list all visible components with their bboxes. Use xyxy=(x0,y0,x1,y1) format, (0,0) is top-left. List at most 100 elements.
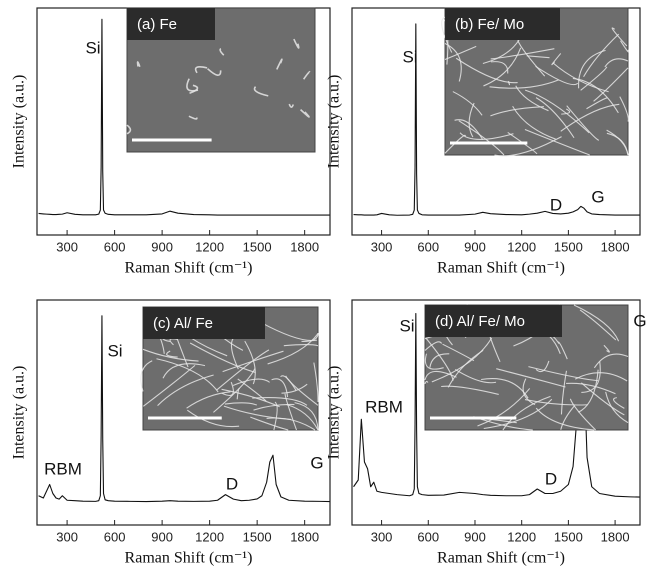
nanotube xyxy=(222,350,284,373)
nanotube xyxy=(619,96,629,122)
y-axis-label: Intensity (a.u.) xyxy=(326,75,343,169)
x-tick-label: 1200 xyxy=(195,529,224,544)
nanotube xyxy=(574,372,628,382)
nanotube xyxy=(424,353,444,370)
nanotube xyxy=(276,58,283,70)
nanotube xyxy=(490,106,544,117)
nanotube xyxy=(431,337,493,383)
nanotube xyxy=(261,322,318,342)
nanotube xyxy=(189,84,199,95)
x-tick-label: 900 xyxy=(464,529,486,544)
nanotube xyxy=(441,16,453,53)
nanotube xyxy=(578,369,599,413)
inset-label: (d) Al/ Fe/ Mo xyxy=(435,313,525,330)
peak-annotation: G xyxy=(633,311,646,330)
nanotube xyxy=(250,416,289,431)
nanotube xyxy=(477,388,531,427)
x-tick-label: 1500 xyxy=(554,239,583,254)
nanotube xyxy=(140,360,153,392)
peak-annotation: Si xyxy=(107,341,122,360)
nanotube xyxy=(535,360,550,373)
peak-annotation: G xyxy=(310,453,323,472)
nanotube xyxy=(580,382,625,416)
nanotube xyxy=(186,391,231,409)
nanotube xyxy=(458,120,505,156)
nanotube xyxy=(593,67,629,102)
peak-annotation: RBM xyxy=(44,459,82,478)
nanotube xyxy=(560,370,568,415)
nanotube xyxy=(468,102,475,138)
nanotube xyxy=(535,65,579,86)
nanotube xyxy=(283,344,319,347)
nanotube xyxy=(294,402,319,431)
nanotube xyxy=(606,129,629,156)
nanotube xyxy=(524,399,588,406)
nanotube xyxy=(213,368,256,413)
nanotube xyxy=(566,382,616,395)
y-axis-label: Intensity (a.u.) xyxy=(326,366,343,460)
nanotube xyxy=(126,124,132,135)
nanotube xyxy=(293,38,300,49)
nanotube xyxy=(560,405,575,430)
nanotube xyxy=(237,378,267,402)
nanotube xyxy=(156,358,219,393)
nanotube xyxy=(186,78,199,92)
x-tick-label: 1200 xyxy=(507,529,536,544)
nanotube xyxy=(142,364,196,407)
x-tick-label: 1500 xyxy=(554,529,583,544)
nanotube xyxy=(176,338,189,368)
nanotube xyxy=(603,344,610,353)
x-tick-label: 1800 xyxy=(601,529,630,544)
x-tick-label: 900 xyxy=(464,239,486,254)
inset-label: (b) Fe/ Mo xyxy=(455,16,524,33)
nanotube xyxy=(188,115,198,120)
nanotube xyxy=(481,378,529,399)
nanotube xyxy=(605,391,629,424)
nanotube xyxy=(620,40,630,53)
nanotube xyxy=(162,363,206,379)
y-axis-label: Intensity (a.u.) xyxy=(11,75,28,169)
nanotube xyxy=(613,397,625,409)
nanotube xyxy=(271,378,289,398)
spectrum-line xyxy=(353,23,640,216)
nanotube xyxy=(444,45,477,61)
x-tick-label: 1800 xyxy=(601,239,630,254)
nanotube xyxy=(441,385,499,395)
x-tick-label: 600 xyxy=(104,529,126,544)
nanotube xyxy=(611,27,628,47)
nanotube xyxy=(189,342,256,374)
nanotube xyxy=(569,398,597,431)
nanotube xyxy=(142,348,199,362)
x-tick-label: 900 xyxy=(151,239,173,254)
nanotube xyxy=(566,105,600,141)
nanotube xyxy=(169,338,178,346)
x-tick-label: 600 xyxy=(417,239,439,254)
x-tick-label: 900 xyxy=(151,529,173,544)
nanotube xyxy=(224,402,258,406)
nanotube xyxy=(424,380,429,385)
y-axis-label: Intensity (a.u.) xyxy=(11,366,28,460)
nanotube xyxy=(267,333,319,365)
peak-annotation: D xyxy=(550,195,562,214)
nanotube xyxy=(207,68,222,76)
nanotube xyxy=(424,370,457,381)
nanotube xyxy=(455,57,518,84)
x-tick-label: 1800 xyxy=(290,239,319,254)
nanotube xyxy=(452,91,483,116)
inset-label-box xyxy=(143,307,265,339)
nanotube xyxy=(166,350,178,358)
nanotube xyxy=(302,70,311,80)
nanotube xyxy=(221,388,280,408)
nanotube xyxy=(221,381,234,396)
spectrum-line xyxy=(38,18,330,216)
nanotube xyxy=(288,103,295,108)
nanotube xyxy=(459,132,514,140)
nanotube xyxy=(496,368,566,388)
nanotube xyxy=(223,405,292,421)
nanotube xyxy=(581,361,601,393)
nanotube xyxy=(580,66,608,91)
x-tick-label: 300 xyxy=(371,239,393,254)
nanotube xyxy=(281,383,308,394)
plot-frame xyxy=(351,299,641,526)
